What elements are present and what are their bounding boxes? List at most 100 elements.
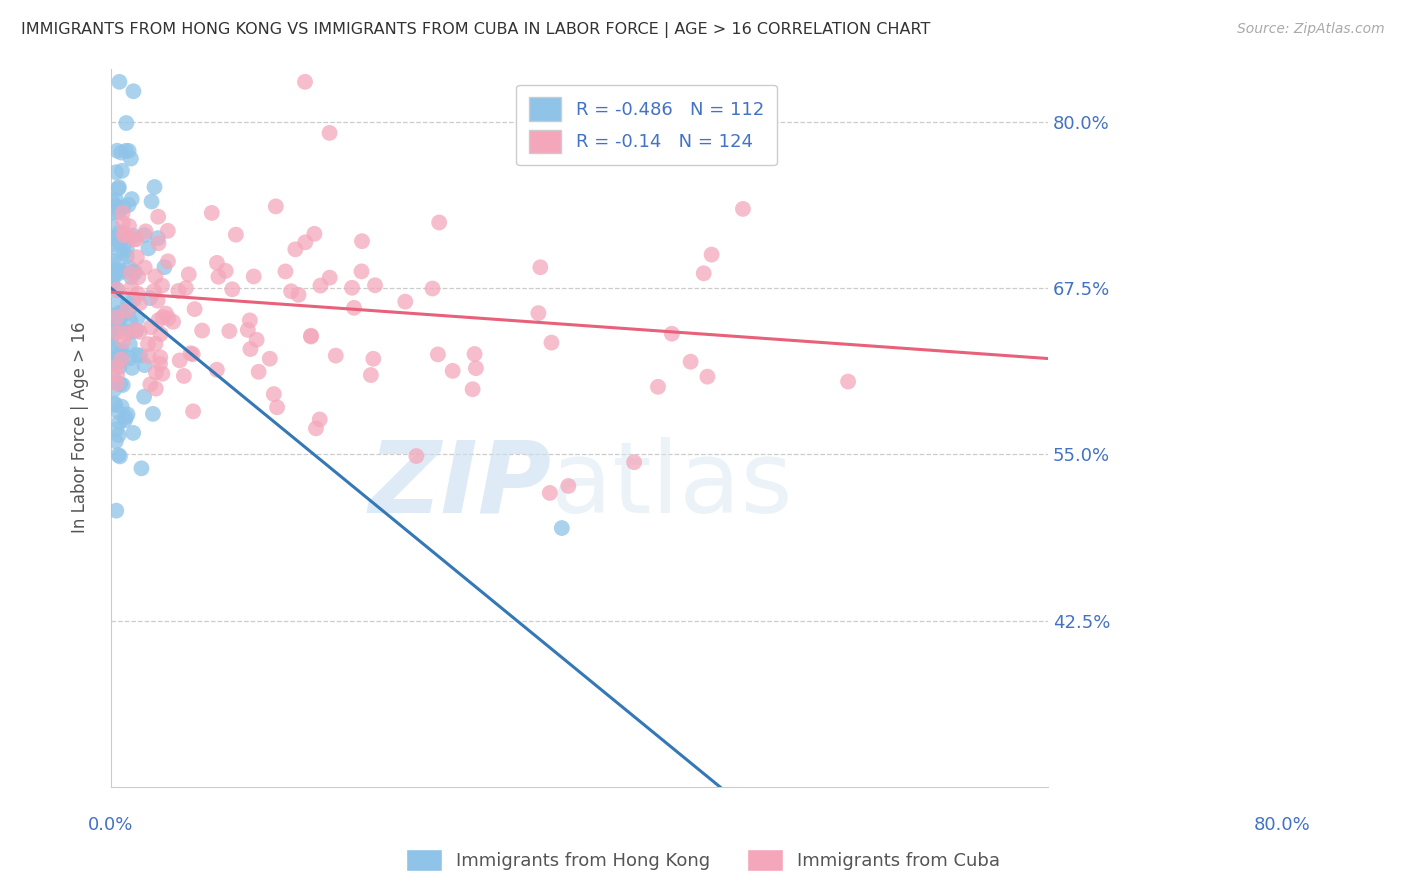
Point — [112, 308, 135, 322]
Point — [105, 376, 128, 391]
Point — [110, 343, 132, 357]
Point — [174, 281, 197, 295]
Point — [131, 461, 153, 475]
Point — [266, 401, 288, 415]
Point — [134, 358, 156, 372]
Point — [115, 235, 138, 249]
Point — [105, 193, 128, 207]
Point — [107, 350, 129, 364]
Point — [146, 293, 169, 308]
Point — [112, 200, 135, 214]
Point — [115, 144, 138, 158]
Point — [169, 353, 191, 368]
Point — [101, 330, 124, 344]
Point — [225, 227, 247, 242]
Point — [108, 236, 131, 251]
Point — [263, 387, 285, 401]
Point — [108, 450, 131, 464]
Point — [299, 328, 322, 343]
Point — [127, 311, 149, 326]
Point — [540, 335, 562, 350]
Point — [364, 278, 387, 293]
Point — [167, 284, 190, 298]
Point — [112, 334, 135, 349]
Point — [125, 232, 148, 246]
Point — [110, 321, 132, 335]
Point — [129, 349, 152, 363]
Point — [127, 270, 149, 285]
Point — [173, 368, 195, 383]
Point — [464, 347, 486, 361]
Point — [731, 202, 754, 216]
Point — [529, 260, 551, 275]
Point — [149, 357, 172, 371]
Point — [145, 365, 167, 379]
Point — [136, 337, 159, 351]
Point — [115, 303, 138, 318]
Point — [122, 264, 145, 278]
Point — [177, 268, 200, 282]
Point — [107, 448, 129, 462]
Point — [101, 219, 124, 234]
Point — [139, 320, 162, 334]
Point — [112, 228, 135, 243]
Point — [124, 323, 146, 337]
Point — [101, 269, 124, 284]
Point — [117, 294, 139, 309]
Point — [108, 377, 131, 392]
Point — [108, 180, 131, 194]
Point — [153, 260, 176, 275]
Point — [309, 278, 332, 293]
Point — [422, 281, 444, 295]
Point — [363, 351, 385, 366]
Point — [104, 398, 127, 412]
Point — [118, 219, 141, 233]
Point — [139, 291, 162, 305]
Point — [105, 422, 128, 436]
Point — [103, 383, 125, 397]
Point — [149, 351, 172, 365]
Point — [128, 325, 150, 339]
Point — [149, 327, 172, 342]
Point — [105, 295, 128, 310]
Point — [110, 145, 132, 160]
Point — [107, 283, 129, 297]
Point — [104, 165, 127, 179]
Point — [124, 293, 146, 307]
Point — [214, 264, 236, 278]
Point — [101, 261, 124, 276]
Point — [150, 278, 173, 293]
Point — [104, 434, 127, 449]
Point — [350, 264, 373, 278]
Point — [274, 264, 297, 278]
Point — [108, 264, 131, 278]
Point — [143, 284, 166, 298]
Point — [138, 349, 160, 363]
Point — [207, 269, 229, 284]
Point — [103, 263, 125, 277]
Point — [101, 258, 124, 272]
Point — [132, 390, 155, 404]
Point — [103, 309, 125, 323]
Point — [139, 377, 162, 392]
Point — [107, 350, 129, 364]
Point — [340, 281, 363, 295]
Point — [294, 75, 316, 89]
Point — [105, 368, 128, 382]
Point — [125, 250, 148, 264]
Text: Source: ZipAtlas.com: Source: ZipAtlas.com — [1237, 22, 1385, 37]
Point — [121, 192, 143, 206]
Point — [201, 206, 224, 220]
Point — [114, 413, 136, 427]
Point — [837, 375, 859, 389]
Point — [114, 326, 136, 341]
Point — [108, 306, 131, 320]
Point — [405, 449, 427, 463]
Point — [124, 265, 146, 279]
Point — [107, 181, 129, 195]
Point — [557, 479, 579, 493]
Point — [101, 194, 124, 208]
Point — [280, 285, 302, 299]
Point — [527, 306, 550, 320]
Point — [111, 164, 134, 178]
